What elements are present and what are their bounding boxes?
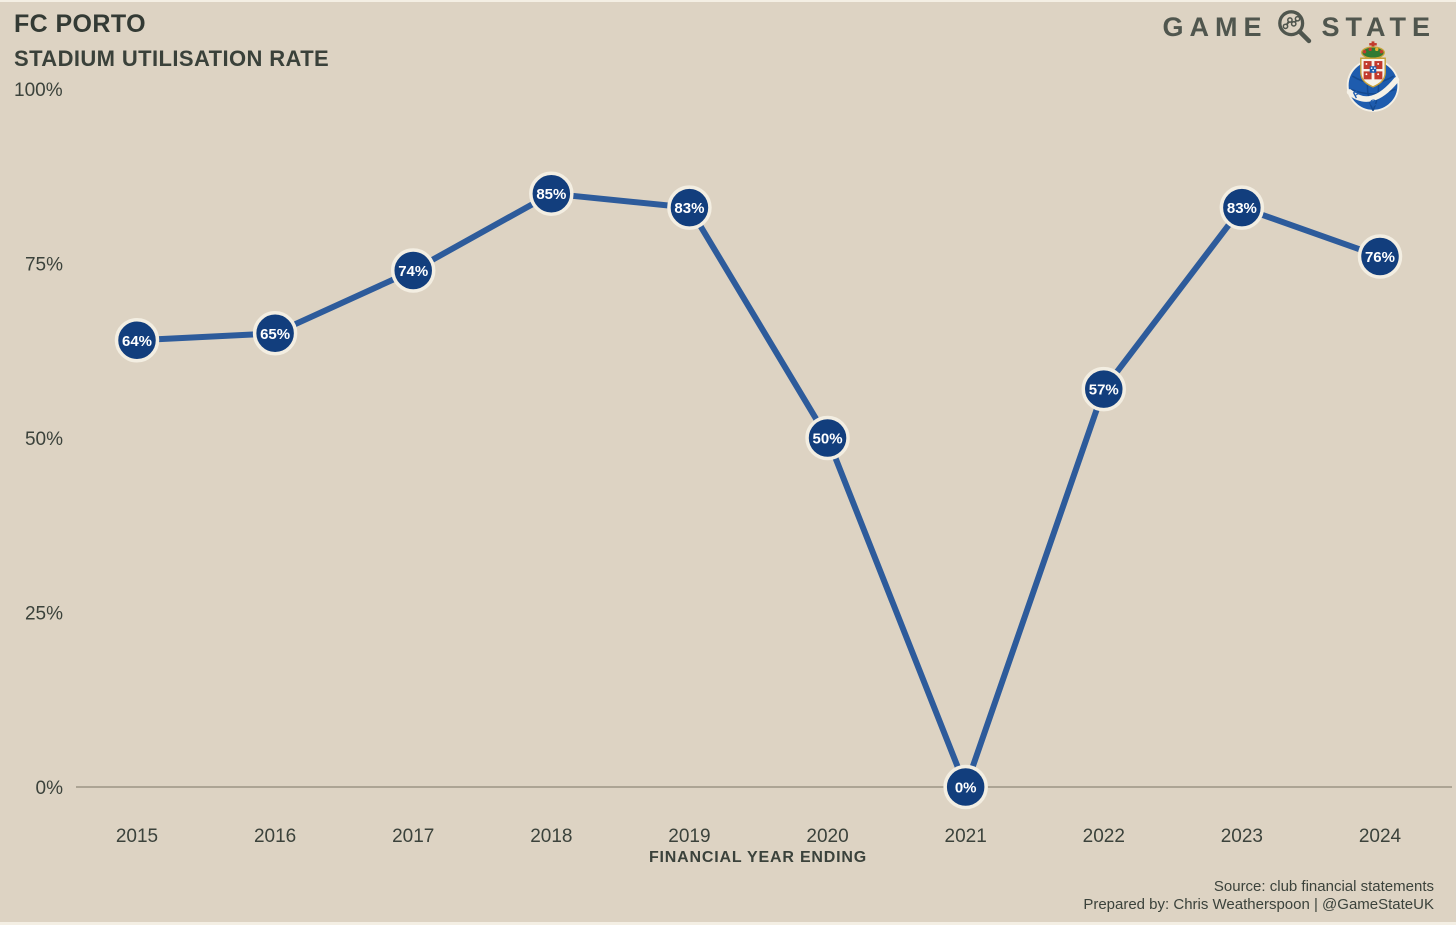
data-point-label: 85% (536, 186, 566, 203)
data-point-label: 57% (1089, 382, 1119, 399)
data-point (1219, 185, 1265, 230)
x-axis-tick: 2019 (668, 826, 710, 847)
x-axis-tick: 2022 (1083, 826, 1125, 847)
x-axis-tick: 2018 (530, 826, 572, 847)
x-axis-tick: 2016 (254, 826, 296, 847)
data-point-label: 64% (122, 333, 152, 350)
game-state-logo: GAME STATE (1163, 8, 1437, 46)
data-point-label: 83% (674, 200, 704, 217)
page-title: FC PORTO (14, 10, 146, 38)
data-point-label: 76% (1365, 249, 1395, 266)
x-axis-tick: 2024 (1359, 826, 1402, 847)
prepared-by-text: Prepared by: Chris Weatherspoon | @GameS… (1083, 896, 1434, 913)
series-line (134, 190, 1383, 790)
data-point-label: 74% (398, 263, 428, 280)
x-axis-tick: 2017 (392, 826, 434, 847)
source-text: Source: club financial statements (1213, 878, 1434, 895)
data-point (390, 248, 436, 293)
logo-word-state: STATE (1321, 11, 1436, 42)
y-axis-tick: 100% (14, 80, 63, 101)
svg-text:C: C (1370, 98, 1377, 108)
y-axis-tick: 25% (25, 604, 63, 625)
x-axis-tick: 2020 (806, 826, 848, 847)
x-axis-tick: 2023 (1221, 826, 1263, 847)
magnifier-chart-icon (1276, 8, 1314, 46)
data-point-label: 50% (813, 431, 843, 448)
x-axis-title: FINANCIAL YEAR ENDING (648, 849, 867, 866)
data-point-label: 83% (1227, 200, 1257, 217)
y-axis-tick: 0% (36, 778, 64, 799)
data-point (1081, 366, 1127, 412)
data-point-label: 0% (955, 780, 977, 797)
y-axis-tick: 50% (25, 429, 63, 450)
logo-word-game: GAME (1162, 11, 1268, 42)
data-point (805, 415, 850, 461)
x-axis-tick: 2021 (945, 826, 987, 847)
data-point (114, 318, 160, 363)
svg-text:P: P (1384, 91, 1394, 103)
data-point (943, 764, 988, 810)
y-axis-tick: 75% (25, 255, 63, 276)
data-point (667, 185, 712, 230)
data-point (252, 311, 298, 356)
data-point (529, 171, 574, 216)
data-point (1357, 234, 1403, 279)
data-point-label: 65% (260, 326, 290, 343)
fc-porto-crest-icon: F C P (1343, 40, 1403, 119)
x-axis-tick: 2015 (116, 826, 158, 847)
footer-credits: Source: club financial statements Prepar… (1083, 878, 1434, 914)
svg-text:F: F (1351, 89, 1361, 101)
chart-subtitle: STADIUM UTILISATION RATE (14, 46, 330, 71)
